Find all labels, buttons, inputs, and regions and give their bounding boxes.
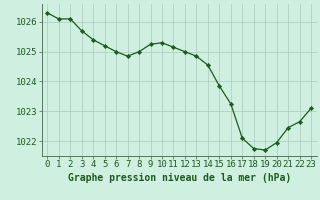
X-axis label: Graphe pression niveau de la mer (hPa): Graphe pression niveau de la mer (hPa) — [68, 173, 291, 183]
